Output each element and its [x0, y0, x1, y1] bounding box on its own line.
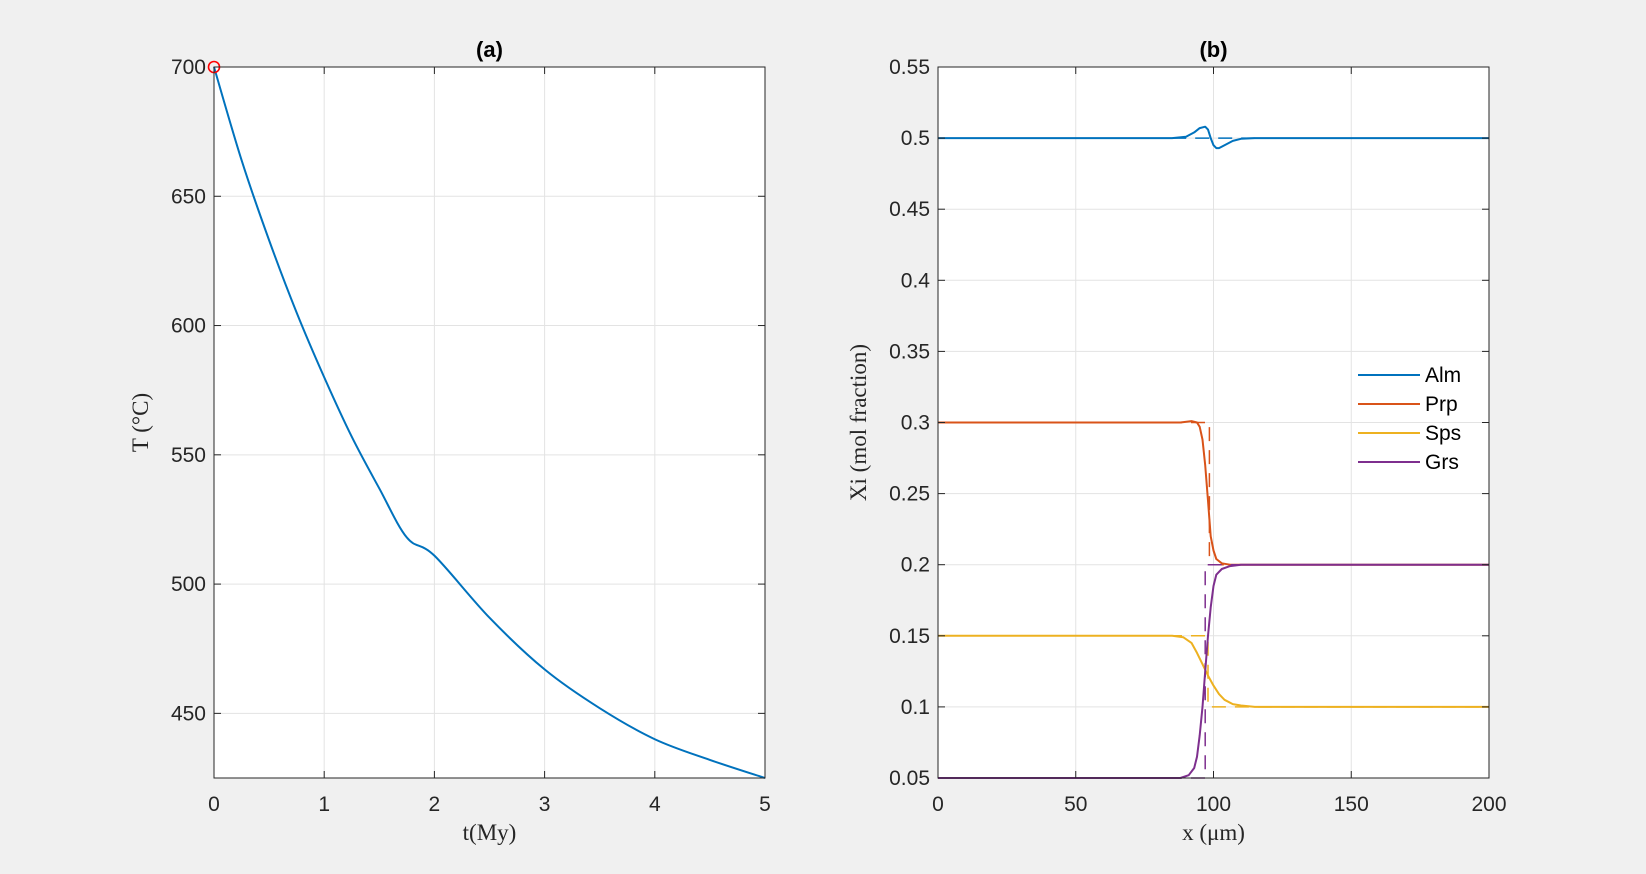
x-tick-label: 50 — [1064, 793, 1087, 816]
x-tick-label: 200 — [1471, 793, 1506, 816]
panel-b-title: (b) — [1199, 37, 1227, 62]
x-tick-label: 1 — [318, 793, 330, 816]
x-tick-label: 5 — [759, 793, 771, 816]
y-tick-label: 0.45 — [889, 198, 930, 221]
y-tick-label: 0.05 — [889, 767, 930, 790]
y-tick-label: 0.4 — [901, 269, 931, 292]
panel-a: 0 1 2 3 4 5 450 500 550 600 650 700 (a) t(My) T (°C… — [128, 37, 771, 845]
y-tick-label: 650 — [171, 185, 206, 208]
y-tick-label: 0.1 — [901, 696, 930, 719]
axes-a-ticks: 0 1 2 3 4 5 450 500 550 600 650 700 — [171, 56, 771, 816]
x-tick-label: 100 — [1196, 793, 1231, 816]
x-tick-label: 3 — [539, 793, 551, 816]
panel-b: 0 50 100 150 200 0.05 0.1 0.15 0.2 0.25 0.3 0.35 0.4… — [846, 37, 1507, 845]
y-tick-label: 0.5 — [901, 127, 930, 150]
y-tick-label: 0.15 — [889, 625, 930, 648]
x-tick-label: 4 — [649, 793, 661, 816]
series-sps-initial-dashed — [938, 635, 1489, 708]
y-tick-label: 600 — [171, 315, 206, 338]
y-tick-label: 700 — [171, 56, 206, 79]
legend-label-prp: Prp — [1425, 393, 1458, 416]
series-grs-line — [938, 563, 1489, 779]
y-tick-label: 0.25 — [889, 483, 930, 506]
panel-a-ylabel: T (°C) — [128, 393, 153, 452]
x-tick-label: 0 — [208, 793, 220, 816]
panel-a-title: (a) — [476, 37, 503, 62]
axes-b-ticks: 0 50 100 150 200 0.05 0.1 0.15 0.2 0.25 0.3 0.35 0.4… — [889, 56, 1506, 816]
legend: Alm Prp Sps Grs — [1358, 364, 1461, 474]
x-tick-label: 150 — [1334, 793, 1369, 816]
series-prp-line — [938, 420, 1489, 566]
legend-label-alm: Alm — [1425, 364, 1461, 387]
y-tick-label: 0.3 — [901, 412, 930, 435]
x-tick-label: 0 — [932, 793, 944, 816]
y-tick-label: 0.2 — [901, 554, 930, 577]
y-tick-label: 450 — [171, 702, 206, 725]
panel-b-xlabel: x (μm) — [1182, 820, 1245, 845]
series-sps-line — [938, 634, 1489, 708]
series-alm-line — [938, 125, 1489, 150]
series-cooling-curve — [213, 66, 766, 779]
y-tick-label: 550 — [171, 444, 206, 467]
y-tick-label: 0.55 — [889, 56, 930, 79]
panel-b-ylabel: Xi (mol fraction) — [846, 344, 871, 501]
axes-a-background — [214, 67, 765, 778]
y-tick-label: 500 — [171, 573, 206, 596]
panel-a-xlabel: t(My) — [463, 820, 517, 845]
legend-label-sps: Sps — [1425, 422, 1461, 445]
legend-label-grs: Grs — [1425, 451, 1459, 474]
axes-a-frame — [213, 66, 766, 779]
y-tick-label: 0.35 — [889, 340, 930, 363]
x-tick-label: 2 — [429, 793, 441, 816]
axes-b-series — [938, 125, 1489, 779]
